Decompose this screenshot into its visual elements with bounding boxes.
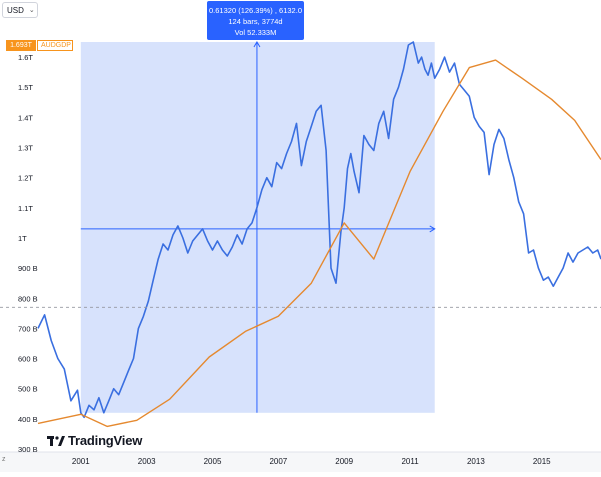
tradingview-logo-icon: [47, 435, 65, 446]
y-tick-label: 1.4T: [18, 113, 33, 122]
series-line-orange: [37, 59, 601, 428]
y-tick-label: 800 B: [18, 294, 38, 303]
logo-text: TradingView: [68, 433, 143, 448]
y-tick-label: 1.3T: [18, 144, 33, 153]
chevron-down-icon: ⌄: [28, 7, 35, 14]
x-tick-label: 2009: [335, 457, 353, 466]
price-badge-symbol[interactable]: AUDGDP: [37, 40, 73, 51]
tradingview-logo[interactable]: TradingView: [47, 433, 142, 448]
y-tick-label: 1.1T: [18, 204, 33, 213]
measure-selection[interactable]: [80, 41, 436, 413]
measure-arrow-right: [429, 225, 436, 233]
x-tick-label: 2013: [467, 457, 485, 466]
x-tick-label: 2003: [138, 457, 156, 466]
y-tick-label: 900 B: [18, 264, 38, 273]
y-tick-label: 300 B: [18, 445, 38, 454]
measure-range-rect[interactable]: [80, 42, 435, 413]
x-tick-label: 2011: [401, 457, 419, 466]
price-badge-value: 1.693T: [6, 40, 36, 51]
y-tick-label: 1.2T: [18, 174, 33, 183]
measure-bars: 124 bars, 3774d: [228, 17, 283, 26]
y-tick-label: 1.5T: [18, 83, 33, 92]
currency-label: USD: [7, 5, 24, 15]
measure-change: 0.61320 (126.39%) , 6132.0: [209, 6, 302, 15]
y-axis[interactable]: 1.6T 1.5T 1.4T 1.3T 1.2T 1.1T 1T 900 B 800 B 700 …: [18, 53, 38, 454]
y-tick-label: 500 B: [18, 385, 38, 394]
measure-tooltip: 0.61320 (126.39%) , 6132.0 124 bars, 377…: [207, 1, 304, 40]
x-axis[interactable]: 2001 2003 2005 2007 2009 2011 2013 2015: [72, 457, 551, 466]
y-tick-label: 1.6T: [18, 53, 33, 62]
y-tick-label: 400 B: [18, 415, 38, 424]
axis-background: [0, 451, 601, 472]
x-tick-label: 2015: [533, 457, 551, 466]
series-line-blue: [37, 41, 601, 419]
measure-arrow-up: [253, 41, 261, 48]
x-axis-background: [0, 452, 601, 472]
currency-select[interactable]: USD ⌄: [2, 2, 38, 18]
series-layer: [37, 41, 601, 428]
x-tick-label: 2001: [72, 457, 90, 466]
x-tick-label: 2007: [269, 457, 287, 466]
y-tick-label: 1T: [18, 234, 27, 243]
y-tick-label: 600 B: [18, 355, 38, 364]
x-tick-label: 2005: [204, 457, 222, 466]
y-tick-label: 700 B: [18, 324, 38, 333]
measure-volume: Vol 52.333M: [234, 28, 277, 37]
timezone-icon[interactable]: z: [2, 456, 6, 463]
